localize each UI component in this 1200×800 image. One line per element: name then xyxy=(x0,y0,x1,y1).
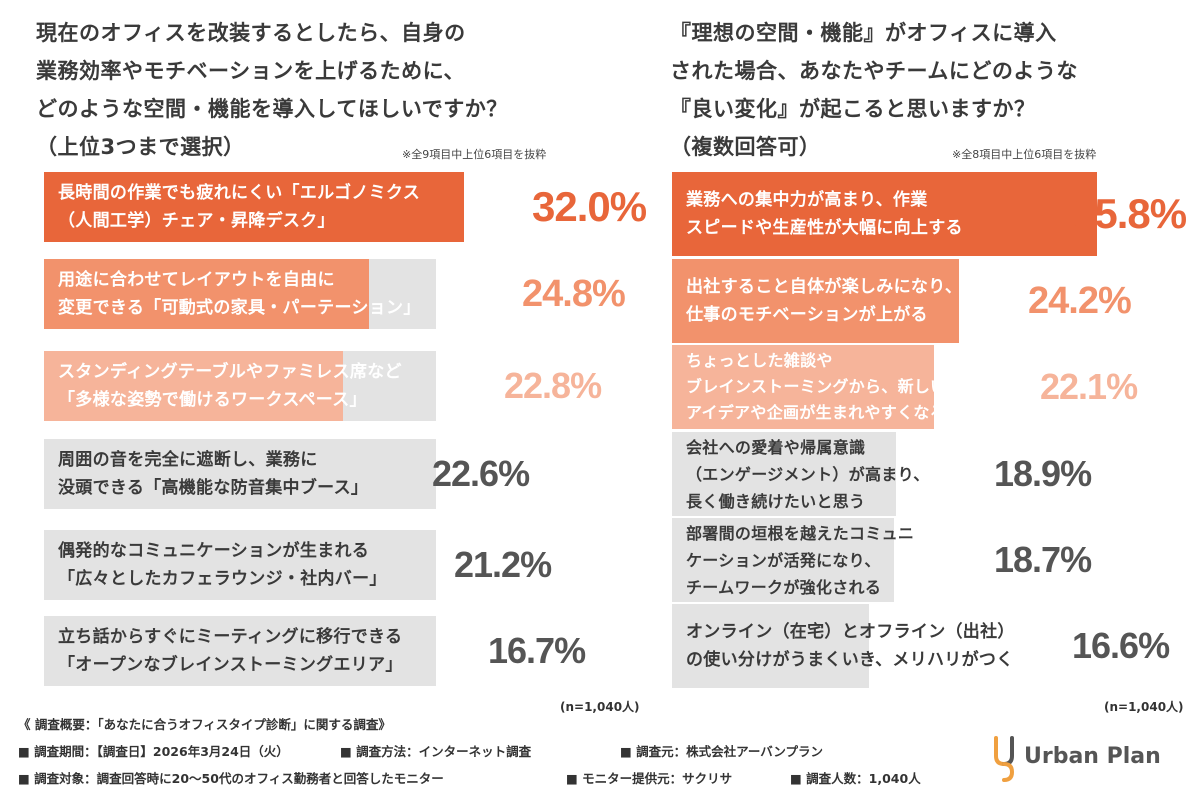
survey-provider: ■ モニター提供元：サクリサ xyxy=(566,771,733,786)
value-label: 18.9% xyxy=(994,453,1092,494)
chart-row: 用途に合わせてレイアウトを自由に 変更できる「可動式の家具・パーテーション」 24… xyxy=(44,259,634,329)
right-chart-note: ※全8項目中上位6項目を抜粋 xyxy=(952,148,1097,161)
value-label: 35.8% xyxy=(1072,190,1187,237)
category-label: 用途に合わせてレイアウトを自由に 変更できる「可動式の家具・パーテーション」 xyxy=(58,270,421,318)
left-chart-panel: 現在のオフィスを改装するとしたら、自身の 業務効率やモチベーションを上げるために… xyxy=(0,0,650,725)
value-label: 16.6% xyxy=(1072,625,1170,666)
bar xyxy=(672,604,869,688)
value-label: 24.8% xyxy=(522,272,626,315)
survey-source: ■ 調査元：株式会社アーバンプラン xyxy=(620,744,824,759)
survey-period: ■ 調査期間：【調査日】2026年3月24日（火） xyxy=(18,744,289,759)
right-sample-size: (n=1,040人) xyxy=(1104,700,1184,714)
urban-plan-logo: Urban Plan xyxy=(990,734,1170,784)
right-chart-panel: 『理想の空間・機能』がオフィスに導入 された場合、あなたやチームにどのような 『… xyxy=(660,0,1200,725)
bar xyxy=(672,432,897,516)
left-chart-rows: 長時間の作業でも疲れにくい「エルゴノミクス （人間工学）チェア・昇降デスク」 32… xyxy=(0,0,650,725)
bar xyxy=(672,259,959,343)
survey-count: ■ 調査人数：1,040人 xyxy=(790,771,921,786)
chart-row: スタンディングテーブルやファミレス席など 「多様な姿勢で働けるワークスペース」 2… xyxy=(44,351,634,421)
bar xyxy=(44,351,344,421)
value-label: 18.7% xyxy=(994,539,1092,580)
category-label: ちょっとした雑談や ブレインストーミングから、新しい アイデアや企画が生まれやす… xyxy=(686,351,947,422)
right-chart-rows: 業務への集中力が高まり、作業 スピードや生産性が大幅に向上する 35.8% 出社する… xyxy=(660,0,1200,725)
left-sample-size: (n=1,040人) xyxy=(560,700,640,714)
chart-row: 偶発的なコミュニケーションが生まれる 「広々としたカフェラウンジ・社内バー」 21… xyxy=(44,530,634,600)
bar xyxy=(44,530,323,600)
chart-row: 出社すること自体が楽しみになり、 仕事のモチベーションが上がる 24.2% xyxy=(672,259,1200,343)
category-label: 長時間の作業でも疲れにくい「エルゴノミクス （人間工学）チェア・昇降デスク」 xyxy=(58,183,421,231)
bar xyxy=(44,439,341,509)
survey-overview: 《 調査概要：「あなたに合うオフィスタイプ診断」に関する調査》 xyxy=(18,717,391,732)
value-label: 32.0% xyxy=(532,183,647,230)
value-label: 22.1% xyxy=(1040,366,1138,407)
value-label: 21.2% xyxy=(454,544,552,585)
category-label: 業務への集中力が高まり、作業 スピードや生産性が大幅に向上する xyxy=(686,190,963,238)
survey-method: ■ 調査方法：インターネット調査 xyxy=(340,744,532,759)
category-label: 出社すること自体が楽しみになり、 仕事のモチベーションが上がる xyxy=(686,277,963,325)
bar xyxy=(672,172,1097,256)
category-label: スタンディングテーブルやファミレス席など 「多様な姿勢で働けるワークスペース」 xyxy=(58,362,402,410)
bar xyxy=(672,345,935,429)
left-chart-title: 現在のオフィスを改装するとしたら、自身の 業務効率やモチベーションを上げるために… xyxy=(36,21,508,159)
chart-row: 部署間の垣根を越えたコミュニ ケーションが活発になり、 チームワークが強化される… xyxy=(672,518,1200,602)
left-chart-note: ※全9項目中上位6項目を抜粋 xyxy=(402,148,547,161)
urban-plan-logo-icon xyxy=(994,736,1015,782)
logo-text: Urban Plan xyxy=(1024,744,1161,769)
value-label: 22.6% xyxy=(432,453,530,494)
chart-row: ちょっとした雑談や ブレインストーミングから、新しい アイデアや企画が生まれやす… xyxy=(672,345,1200,429)
category-label: 部署間の垣根を越えたコミュニ ケーションが活発になり、 チームワークが強化される xyxy=(686,523,915,597)
bar xyxy=(672,518,894,602)
chart-row: 会社への愛着や帰属意識 （エンゲージメント）が高まり、 長く働き続けたいと思う 1… xyxy=(672,432,1200,516)
category-label: 会社への愛着や帰属意識 （エンゲージメント）が高まり、 長く働き続けたいと思う xyxy=(686,437,930,511)
chart-row: 周囲の音を完全に遮断し、業務に 没頭できる「高機能な防音集中ブース」 22.6% xyxy=(44,439,634,509)
survey-target: ■ 調査対象：調査回答時に20〜50代のオフィス勤務者と回答したモニター xyxy=(18,771,444,786)
bar xyxy=(44,259,370,329)
category-label: 立ち話からすぐにミーティングに移行できる 「オープンなブレインストーミングエリア… xyxy=(58,627,403,675)
chart-row: 長時間の作業でも疲れにくい「エルゴノミクス （人間工学）チェア・昇降デスク」 32… xyxy=(44,172,647,242)
category-label: 周囲の音を完全に遮断し、業務に 没頭できる「高機能な防音集中ブース」 xyxy=(58,450,369,498)
chart-row: 立ち話からすぐにミーティングに移行できる 「オープンなブレインストーミングエリア… xyxy=(44,616,634,686)
chart-row: 業務への集中力が高まり、作業 スピードや生産性が大幅に向上する 35.8% xyxy=(672,172,1200,256)
bar xyxy=(44,172,464,242)
category-label: 偶発的なコミュニケーションが生まれる 「広々としたカフェラウンジ・社内バー」 xyxy=(58,541,387,589)
value-label: 22.8% xyxy=(504,365,602,406)
value-label: 24.2% xyxy=(1028,279,1132,322)
bar xyxy=(44,616,264,686)
chart-row: オンライン（在宅）とオフライン（出社） の使い分けがうまくいき、メリハリがつく 1… xyxy=(672,604,1200,688)
value-label: 16.7% xyxy=(488,630,586,671)
category-label: オンライン（在宅）とオフライン（出社） の使い分けがうまくいき、メリハリがつく xyxy=(686,622,1015,670)
survey-footer: 《 調査概要：「あなたに合うオフィスタイプ診断」に関する調査》 ■ 調査期間：【… xyxy=(0,712,1200,800)
right-chart-title: 『理想の空間・機能』がオフィスに導入 された場合、あなたやチームにどのような 『… xyxy=(670,21,1078,159)
